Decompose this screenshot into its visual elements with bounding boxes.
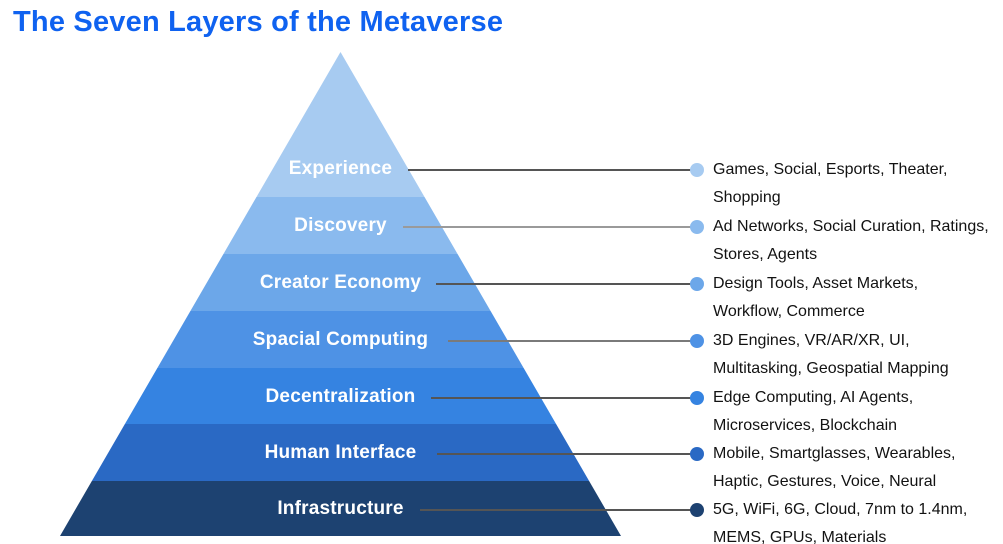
description-human-interface: Mobile, Smartglasses, Wearables, Haptic,… [713,440,1003,496]
description-line: 3D Engines, VR/AR/XR, UI, [713,332,910,349]
description-line: MEMS, GPUs, Materials [713,529,887,544]
description-decentralization: Edge Computing, AI Agents, Microservices… [713,384,1003,440]
description-line: Stores, Agents [713,246,818,263]
bullet-dot-human-interface [690,447,704,461]
description-line: Haptic, Gestures, Voice, Neural [713,473,937,490]
layer-label-decentralization: Decentralization [265,386,416,407]
description-line: Edge Computing, AI Agents, [713,389,914,406]
layer-label-spacial-computing: Spacial Computing [252,329,429,350]
description-line: 5G, WiFi, 6G, Cloud, 7nm to 1.4nm, [713,501,968,518]
layer-label-experience: Experience [288,158,393,179]
pyramid-band-decentralization [60,368,621,424]
description-line: Workflow, Commerce [713,303,865,320]
description-line: Shopping [713,189,781,206]
connector-line-discovery [403,226,692,228]
layer-label-creator-economy: Creator Economy [259,272,422,293]
description-discovery: Ad Networks, Social Curation, Ratings, S… [713,213,1003,269]
bullet-dot-creator-economy [690,277,704,291]
description-line: Microservices, Blockchain [713,417,898,434]
layer-label-discovery: Discovery [294,215,387,236]
page-title: The Seven Layers of the Metaverse [13,6,504,38]
layer-label-human-interface: Human Interface [264,442,417,463]
pyramid-band-infrastructure [60,481,621,536]
description-line: Ad Networks, Social Curation, Ratings, [713,218,989,235]
connector-line-decentralization [431,397,692,399]
bullet-dot-infrastructure [690,503,704,517]
connector-line-experience [408,169,692,171]
description-experience: Games, Social, Esports, Theater, Shoppin… [713,156,1003,212]
description-creator-economy: Design Tools, Asset Markets, Workflow, C… [713,270,1003,326]
description-infrastructure: 5G, WiFi, 6G, Cloud, 7nm to 1.4nm, MEMS,… [713,496,1003,544]
connector-line-creator-economy [436,283,692,285]
bullet-dot-decentralization [690,391,704,405]
bullet-dot-discovery [690,220,704,234]
description-line: Mobile, Smartglasses, Wearables, [713,445,956,462]
bullet-dot-spacial-computing [690,334,704,348]
description-line: Multitasking, Geospatial Mapping [713,360,949,377]
bullet-dot-experience [690,163,704,177]
pyramid-band-human-interface [60,424,621,481]
connector-line-human-interface [437,453,692,455]
layer-label-infrastructure: Infrastructure [277,498,404,519]
description-spacial-computing: 3D Engines, VR/AR/XR, UI, Multitasking, … [713,327,1003,383]
connector-line-spacial-computing [448,340,692,342]
description-line: Design Tools, Asset Markets, [713,275,919,292]
description-line: Games, Social, Esports, Theater, [713,161,948,178]
connector-line-infrastructure [420,509,692,511]
